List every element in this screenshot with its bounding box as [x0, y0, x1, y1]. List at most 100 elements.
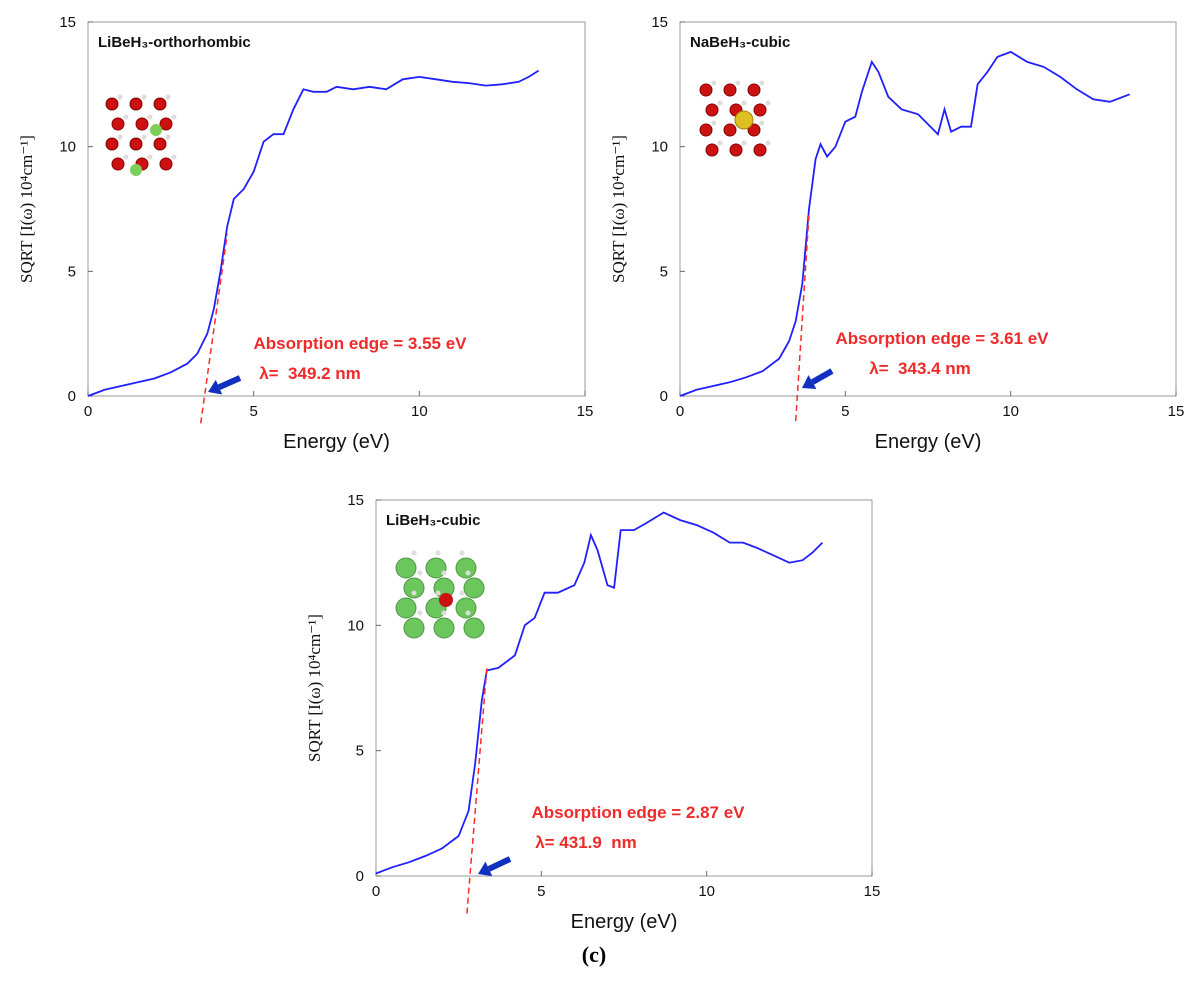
- x-tick-label: 0: [84, 403, 92, 420]
- tangent-line: [466, 667, 488, 914]
- inset-atom: [741, 100, 747, 106]
- inset-atom: [111, 117, 125, 131]
- inset-atom: [171, 154, 177, 160]
- inset-atom: [741, 140, 747, 146]
- y-tick-label: 0: [356, 868, 364, 885]
- inset-atom: [459, 590, 465, 596]
- y-tick-label: 15: [651, 14, 668, 31]
- plot-frame: [87, 21, 586, 397]
- inset-atom: [711, 120, 717, 126]
- inset-atom: [717, 140, 723, 146]
- inset-atom: [699, 83, 713, 97]
- inset-atom: [765, 100, 771, 106]
- inset-atom: [411, 550, 417, 556]
- inset-atom: [403, 577, 425, 599]
- inset-atom: [141, 134, 147, 140]
- inset-atom: [735, 80, 741, 86]
- data-line: [679, 50, 1131, 397]
- inset-atom: [441, 570, 447, 576]
- inset-atom: [433, 617, 455, 639]
- inset-atom: [705, 103, 719, 117]
- x-axis-label: Energy (eV): [571, 911, 678, 933]
- arrow-head: [802, 375, 817, 390]
- x-tick-label: 15: [1168, 403, 1185, 420]
- x-tick-label: 0: [372, 883, 380, 900]
- annotation: Absorption edge = 2.87 eV: [531, 803, 745, 822]
- x-tick-label: 10: [411, 403, 428, 420]
- inset-atom: [395, 597, 417, 619]
- inset-atom: [395, 557, 417, 579]
- inset-atom: [753, 143, 767, 157]
- inset-atom: [435, 550, 441, 556]
- inset-atom: [425, 557, 447, 579]
- inset-atom: [147, 114, 153, 120]
- y-tick-label: 10: [347, 617, 364, 634]
- arrow-shaft: [810, 368, 834, 385]
- inset-atom: [141, 94, 147, 100]
- y-tick-label: 0: [68, 388, 76, 405]
- inset-atom: [411, 590, 417, 596]
- annotation: λ= 343.4 nm: [869, 359, 971, 378]
- x-tick-label: 15: [864, 883, 881, 900]
- tangent-line: [794, 213, 810, 421]
- inset-atom: [165, 94, 171, 100]
- inset-atom: [111, 157, 125, 171]
- inset-atom: [723, 83, 737, 97]
- panel-title: LiBeH₃-orthorhombic: [98, 34, 251, 51]
- panel-title: LiBeH₃-cubic: [386, 512, 480, 529]
- inset-atom: [435, 590, 441, 596]
- x-tick-label: 5: [249, 403, 257, 420]
- x-tick-label: 5: [841, 403, 849, 420]
- annotation: Absorption edge = 3.55 eV: [253, 334, 467, 353]
- inset-atom: [165, 134, 171, 140]
- panel-title: NaBeH₃-cubic: [690, 34, 790, 51]
- inset-atom: [159, 157, 173, 171]
- inset-atom: [135, 117, 149, 131]
- inset-atom: [753, 103, 767, 117]
- panel: 0 5 10 15 0 5 10 15 Energy (eV) SQRT [I(ω) 10⁴cm⁻…: [609, 14, 1184, 453]
- y-tick-label: 15: [59, 14, 76, 31]
- inset-atom: [117, 94, 123, 100]
- inset-atom: [439, 593, 453, 607]
- inset-atom: [417, 570, 423, 576]
- inset-atom: [153, 97, 167, 111]
- caption: (c): [582, 942, 606, 967]
- inset-atom: [705, 143, 719, 157]
- inset-atom: [729, 143, 743, 157]
- y-axis-label: SQRT [I(ω) 10⁴cm⁻¹]: [305, 614, 324, 762]
- annotation: λ= 349.2 nm: [259, 364, 361, 383]
- inset-atom: [417, 610, 423, 616]
- inset-atom: [441, 610, 447, 616]
- x-tick-label: 5: [537, 883, 545, 900]
- annotation: λ= 431.9 nm: [535, 833, 637, 852]
- inset-atom: [153, 137, 167, 151]
- x-tick-label: 0: [676, 403, 684, 420]
- y-tick-label: 0: [660, 388, 668, 405]
- inset-atom: [117, 134, 123, 140]
- inset-atom: [150, 124, 162, 136]
- inset-atom: [717, 100, 723, 106]
- inset-atom: [765, 140, 771, 146]
- inset-atom: [105, 97, 119, 111]
- inset-atom: [747, 123, 761, 137]
- plot-frame: [679, 21, 1177, 397]
- y-tick-label: 5: [660, 263, 668, 280]
- x-tick-label: 15: [577, 403, 594, 420]
- x-axis-label: Energy (eV): [283, 431, 390, 453]
- inset-atom: [759, 80, 765, 86]
- inset-atom: [123, 114, 129, 120]
- inset-atom: [105, 137, 119, 151]
- y-tick-label: 5: [68, 263, 76, 280]
- panel: 0 5 10 15 0 5 10 15 Energy (eV) SQRT [I(ω) 10⁴cm⁻…: [17, 14, 593, 453]
- x-axis-label: Energy (eV): [875, 431, 982, 453]
- y-tick-label: 5: [356, 743, 364, 760]
- inset-atom: [159, 117, 173, 131]
- inset-atom: [465, 610, 471, 616]
- inset-atom: [711, 80, 717, 86]
- inset-atom: [129, 137, 143, 151]
- y-axis-label: SQRT [I(ω) 10⁴cm⁻¹]: [609, 135, 628, 283]
- arrow-head: [208, 379, 223, 395]
- plot-frame: [375, 499, 873, 877]
- annotation: Absorption edge = 3.61 eV: [835, 329, 1049, 348]
